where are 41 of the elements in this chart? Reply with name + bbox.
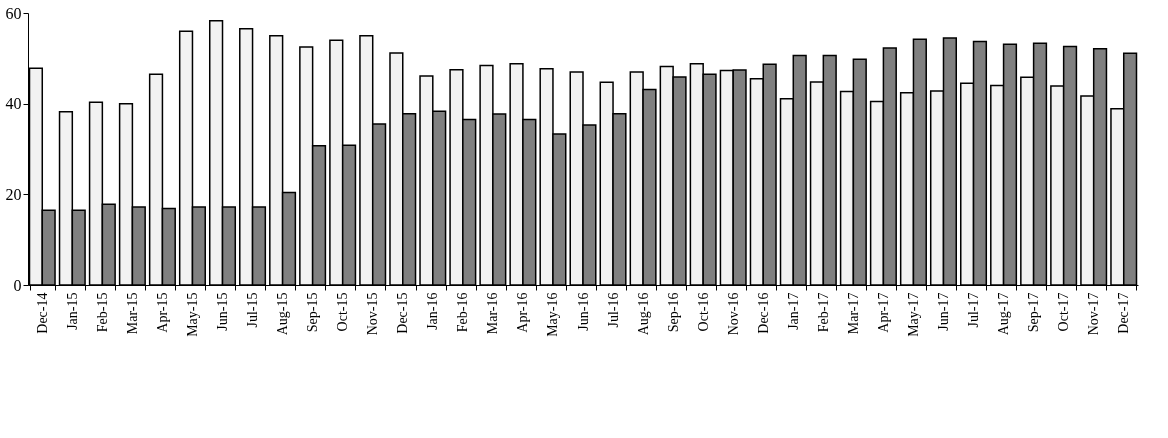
x-tick-label: Nov-16 — [725, 292, 741, 336]
x-tick-label: Jul-17 — [966, 292, 982, 328]
x-tick-label: Jul-16 — [605, 292, 621, 328]
x-tick-label: Dec-14 — [34, 292, 50, 334]
x-tick-label: Oct-16 — [695, 292, 711, 332]
x-tick-label: Jul-15 — [245, 292, 261, 328]
x-tick-label: Mar-17 — [845, 292, 861, 335]
x-tick-label: Aug-16 — [635, 292, 651, 336]
x-tick-label: Mar-16 — [485, 292, 501, 335]
x-tick-label: Jun-16 — [575, 292, 591, 331]
x-tick-label: Apr-16 — [515, 292, 531, 333]
x-tick-label: Mar-15 — [124, 292, 140, 335]
x-tick-label: Aug-17 — [996, 292, 1012, 336]
y-tick-label: 20 — [5, 185, 22, 203]
x-tick-label: Jun-15 — [215, 292, 231, 331]
x-tick-label: Sep-16 — [665, 292, 681, 333]
x-tick-label: May-17 — [905, 292, 921, 337]
x-tick-label: Apr-15 — [154, 292, 170, 333]
x-tick-label: Jan-15 — [64, 292, 80, 330]
x-tick-label: Sep-15 — [305, 292, 321, 333]
x-tick-label: May-16 — [545, 292, 561, 337]
y-tick-label: 60 — [5, 4, 22, 22]
x-tick-label: May-15 — [184, 292, 200, 337]
x-tick-label: Oct-15 — [335, 292, 351, 332]
x-tick-label: Dec-17 — [1116, 292, 1132, 334]
x-tick-label: Dec-15 — [395, 292, 411, 334]
x-tick-label: Feb-17 — [815, 292, 831, 333]
x-tick-label: Nov-15 — [365, 292, 381, 336]
x-tick-label: Sep-17 — [1026, 292, 1042, 333]
x-tick-label: Dec-16 — [755, 292, 771, 334]
x-tick-label: Jan-16 — [425, 292, 441, 330]
x-tick-label: Apr-17 — [875, 292, 891, 333]
x-tick-label: Feb-16 — [455, 292, 471, 333]
y-tick-label: 0 — [13, 276, 22, 294]
x-tick-label: Oct-17 — [1056, 292, 1072, 332]
x-tick-label: Jun-17 — [935, 292, 951, 331]
y-tick-label: 40 — [5, 95, 22, 113]
x-tick-label: Aug-15 — [275, 292, 291, 336]
x-tick-label: Jan-17 — [785, 292, 801, 330]
x-tick-label: Feb-15 — [94, 292, 110, 333]
x-tick-label: Nov-17 — [1086, 292, 1102, 336]
